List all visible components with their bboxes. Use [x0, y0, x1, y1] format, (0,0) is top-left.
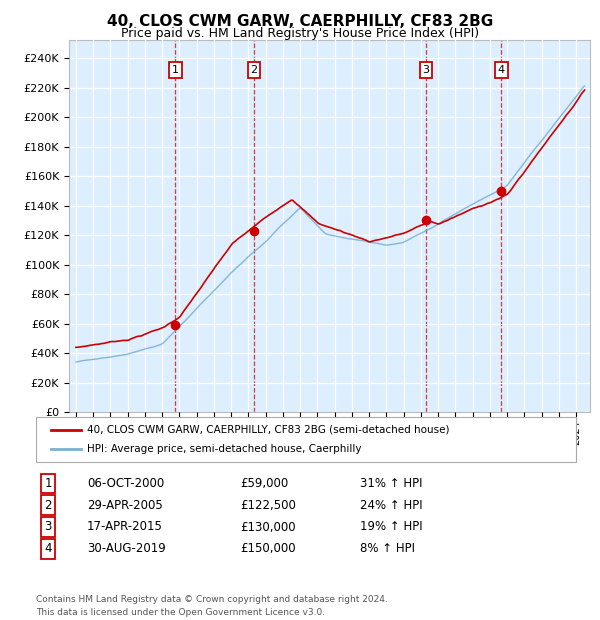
Text: 3: 3	[44, 521, 52, 533]
Text: 3: 3	[422, 65, 429, 75]
Text: Price paid vs. HM Land Registry's House Price Index (HPI): Price paid vs. HM Land Registry's House …	[121, 27, 479, 40]
Text: 29-APR-2005: 29-APR-2005	[87, 499, 163, 511]
Text: £59,000: £59,000	[240, 477, 288, 490]
Text: 40, CLOS CWM GARW, CAERPHILLY, CF83 2BG (semi-detached house): 40, CLOS CWM GARW, CAERPHILLY, CF83 2BG …	[87, 425, 449, 435]
Text: 2: 2	[44, 499, 52, 511]
Text: 19% ↑ HPI: 19% ↑ HPI	[360, 521, 422, 533]
Text: £122,500: £122,500	[240, 499, 296, 511]
Text: 06-OCT-2000: 06-OCT-2000	[87, 477, 164, 490]
Text: 24% ↑ HPI: 24% ↑ HPI	[360, 499, 422, 511]
Text: 30-AUG-2019: 30-AUG-2019	[87, 542, 166, 555]
Text: 40, CLOS CWM GARW, CAERPHILLY, CF83 2BG: 40, CLOS CWM GARW, CAERPHILLY, CF83 2BG	[107, 14, 493, 29]
Text: 2: 2	[250, 65, 257, 75]
Text: 4: 4	[44, 542, 52, 555]
Text: 1: 1	[44, 477, 52, 490]
Text: £150,000: £150,000	[240, 542, 296, 555]
Text: 17-APR-2015: 17-APR-2015	[87, 521, 163, 533]
Text: 8% ↑ HPI: 8% ↑ HPI	[360, 542, 415, 555]
Text: 1: 1	[172, 65, 179, 75]
Text: 31% ↑ HPI: 31% ↑ HPI	[360, 477, 422, 490]
Text: Contains HM Land Registry data © Crown copyright and database right 2024.
This d: Contains HM Land Registry data © Crown c…	[36, 595, 388, 617]
Text: HPI: Average price, semi-detached house, Caerphilly: HPI: Average price, semi-detached house,…	[87, 443, 361, 453]
Text: 4: 4	[497, 65, 505, 75]
Text: £130,000: £130,000	[240, 521, 296, 533]
